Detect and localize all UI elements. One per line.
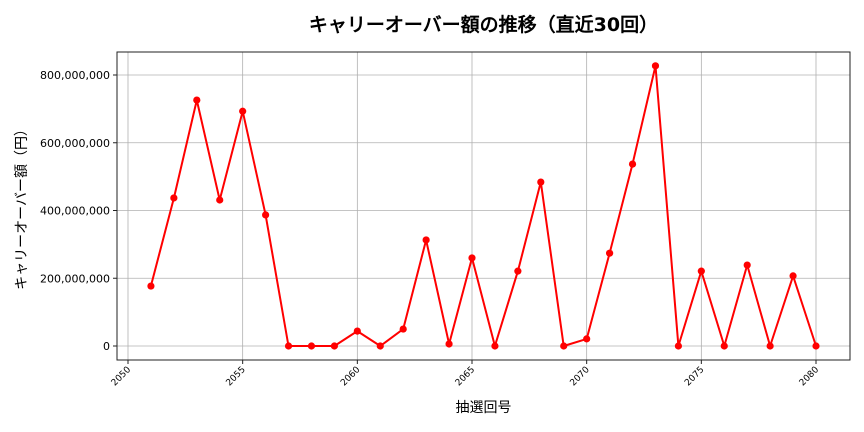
data-point-marker [330, 342, 338, 350]
series-line [149, 64, 817, 347]
data-point-marker [491, 342, 499, 350]
data-point-marker [697, 267, 705, 275]
data-point-marker [170, 194, 178, 202]
data-point-marker [720, 342, 728, 350]
data-point-marker [789, 272, 797, 280]
data-point-marker [422, 236, 430, 244]
chart-title: キャリーオーバー額の推移（直近30回） [308, 14, 659, 36]
data-point-marker [193, 96, 201, 104]
y-tick-label: 800,000,000 [40, 69, 110, 82]
data-point-marker [445, 340, 453, 348]
x-axis-label: 抽選回号 [456, 400, 512, 416]
data-point-marker [560, 342, 568, 350]
data-point-marker [674, 342, 683, 350]
x-tick-label: 2080 [798, 365, 821, 388]
data-point-marker [743, 261, 751, 269]
data-point-marker [353, 327, 361, 335]
data-point-marker [262, 211, 270, 219]
data-point-marker [239, 107, 247, 115]
data-point-marker [628, 160, 637, 168]
data-point-marker [651, 62, 660, 70]
y-tick-label: 400,000,000 [40, 205, 110, 218]
data-point-marker [284, 342, 293, 350]
data-point-marker [766, 342, 774, 350]
x-tick-label: 2070 [569, 365, 592, 388]
data-point-marker [583, 335, 591, 343]
y-tick-label: 200,000,000 [40, 272, 110, 285]
data-point-marker [812, 342, 820, 350]
data-point-marker [537, 178, 545, 186]
plot-frame [116, 51, 851, 361]
data-point-marker [307, 342, 316, 350]
data-point-marker [468, 254, 476, 262]
data-point-marker [606, 249, 614, 257]
data-point-marker [514, 267, 522, 275]
x-tick-label: 2055 [225, 365, 248, 388]
y-tick-label: 600,000,000 [40, 137, 110, 150]
data-point-marker [376, 342, 384, 350]
x-tick-label: 2060 [339, 365, 362, 388]
data-point-marker [399, 325, 407, 333]
x-tick-label: 2065 [454, 365, 477, 388]
x-tick-label: 2075 [683, 365, 706, 388]
data-point-marker [216, 196, 224, 204]
data-point-marker [147, 282, 155, 290]
y-axis-label: キャリーオーバー額（円） [14, 122, 30, 290]
y-tick-label: 0 [103, 340, 110, 353]
x-tick-label: 2050 [110, 365, 133, 388]
